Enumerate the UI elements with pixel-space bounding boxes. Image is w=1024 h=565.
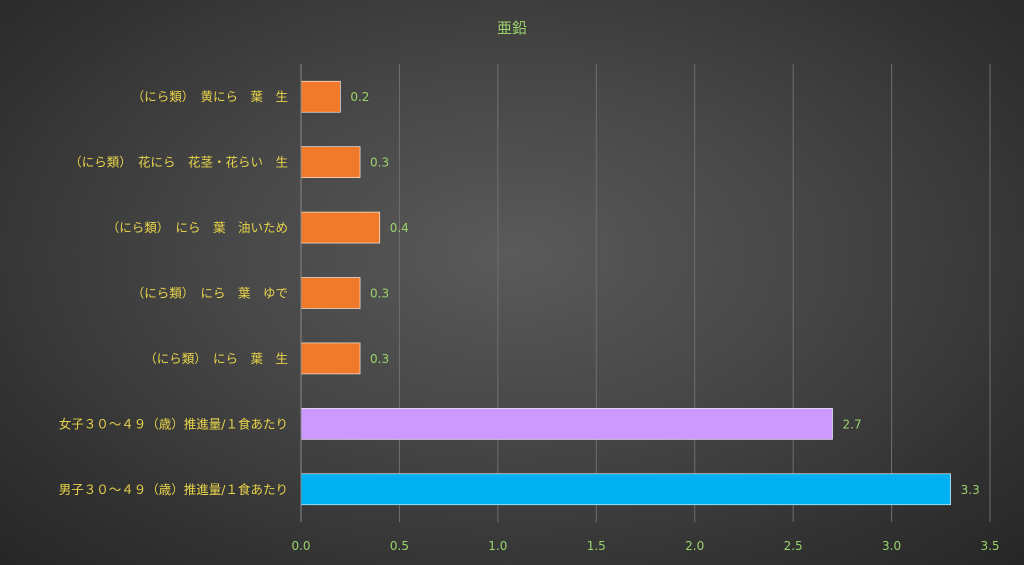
bar <box>300 80 341 113</box>
category-label: （にら類） 花にら 花茎・花らい 生 <box>69 155 288 170</box>
bar <box>300 211 381 244</box>
data-label: 2.7 <box>843 417 862 431</box>
bar <box>300 146 361 178</box>
category-label: （にら類） にら 葉 ゆで <box>132 286 288 301</box>
bar <box>300 473 951 506</box>
x-tick-label: 0.0 <box>291 539 310 553</box>
bar <box>300 408 833 440</box>
x-tick-label: 0.5 <box>390 539 409 553</box>
bar <box>300 277 361 309</box>
data-label: 0.3 <box>370 156 389 170</box>
data-label: 3.3 <box>961 483 980 497</box>
category-label: 女子３０～４９（歳）推進量/１食あたり <box>59 416 288 431</box>
category-label: （にら類） 黄にら 葉 生 <box>132 89 288 104</box>
bar <box>300 342 361 375</box>
data-label: 0.2 <box>350 90 369 104</box>
category-label: （にら類） にら 葉 油いため <box>107 220 288 235</box>
chart-title: 亜鉛 <box>497 19 527 37</box>
x-tick-label: 2.0 <box>685 539 704 553</box>
x-axis-ticks: 0.0 0.5 1.0 1.5 2.0 2.5 3.0 3.5 <box>291 539 999 553</box>
data-label: 0.3 <box>370 287 389 301</box>
category-label: （にら類） にら 葉 生 <box>144 351 288 366</box>
x-tick-label: 1.5 <box>587 539 606 553</box>
x-tick-label: 2.5 <box>784 539 803 553</box>
category-labels: （にら類） 黄にら 葉 生 （にら類） 花にら 花茎・花らい 生 （にら類） にら … <box>59 89 288 497</box>
grid-lines <box>398 64 991 522</box>
data-labels: 0.2 0.3 0.4 0.3 0.3 2.7 3.3 <box>350 90 979 497</box>
category-label: 男子３０～４９（歳）推進量/１食あたり <box>59 482 288 497</box>
bars <box>300 80 951 506</box>
x-tick-label: 3.0 <box>882 539 901 553</box>
data-label: 0.3 <box>370 352 389 366</box>
x-tick-label: 3.5 <box>980 539 999 553</box>
data-label: 0.4 <box>390 221 409 235</box>
x-tick-label: 1.0 <box>488 539 507 553</box>
